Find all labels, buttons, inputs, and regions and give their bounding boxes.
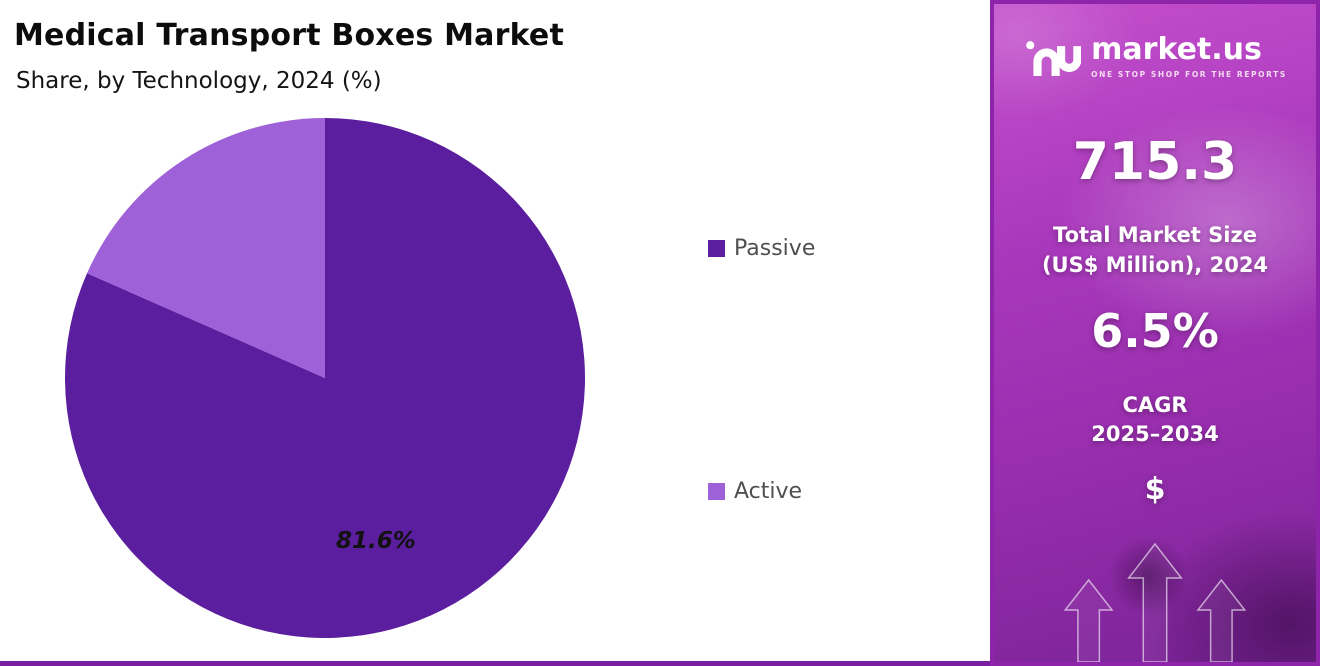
cagr-label: CAGR 2025–2034 [994,391,1316,450]
legend-label-passive: Passive [734,236,816,261]
chart-title: Medical Transport Boxes Market [14,18,564,53]
cagr-value: 6.5% [1091,304,1219,358]
legend-swatch-passive [708,240,725,257]
growth-arrow-right [1196,578,1247,662]
growth-arrows-decoration [1063,542,1247,662]
legend-item-active: Active [708,479,802,504]
sidebar-panel: market.us ONE STOP SHOP FOR THE REPORTS … [990,0,1320,666]
market-size-value: 715.3 [1072,132,1238,192]
market-size-label-line2: (US$ Million), 2024 [1041,253,1269,278]
logo-tagline: ONE STOP SHOP FOR THE REPORTS [1091,70,1287,79]
pie-slice-active [87,118,325,378]
cagr-label-line2: 2025–2034 [1091,422,1219,447]
pie-slice-label: 81.6% [336,528,416,554]
marketus-logo-icon [1026,41,1082,77]
legend-label-active: Active [734,479,803,504]
market-size-label-line1: Total Market Size [1053,223,1257,247]
logo-texts: market.us ONE STOP SHOP FOR THE REPORTS [1091,32,1287,80]
chart-section: Medical Transport Boxes Market Share, by… [0,18,990,666]
pie-slice-passive [64,118,585,638]
growth-arrow-middle [1127,542,1183,662]
legend-swatch-active [708,483,725,500]
pie-chart [64,118,585,638]
market-size-label: Total Market Size (US$ Million), 2024 [994,220,1316,281]
growth-arrow-left [1063,578,1114,662]
currency-symbol: $ [1144,472,1166,507]
cagr-label-line1: CAGR [1122,393,1188,417]
logo-text: market.us [1091,32,1262,67]
logo: market.us ONE STOP SHOP FOR THE REPORTS [994,34,1316,80]
legend-item-passive: Passive [708,236,815,261]
chart-subtitle: Share, by Technology, 2024 (%) [16,68,382,94]
